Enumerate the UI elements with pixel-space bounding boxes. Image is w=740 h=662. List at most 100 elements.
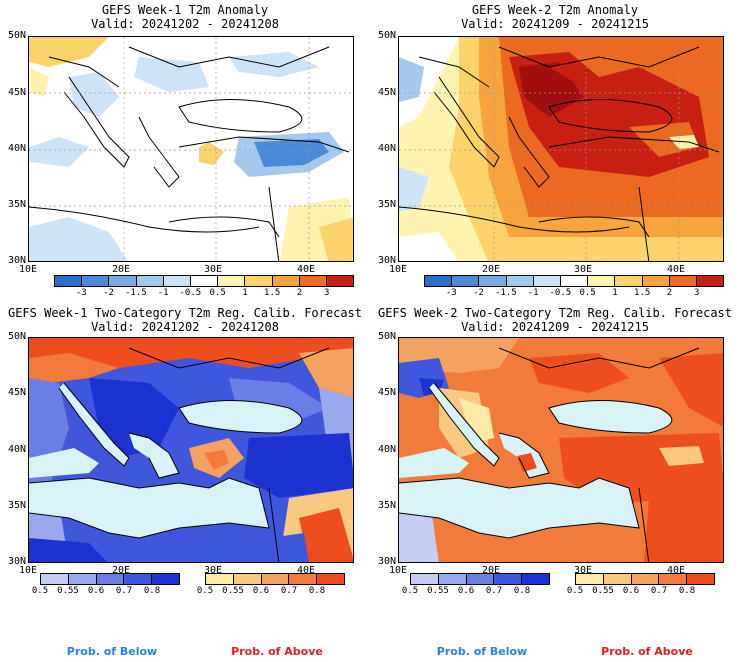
- colorbar-tick-label: 1: [242, 288, 248, 298]
- panel-week2-probability: GEFS Week-2 Two-Category T2m Reg. Calib.…: [370, 300, 740, 600]
- colorbar-tick-label: 0.55: [57, 586, 79, 596]
- colorbar-tick-label: 0.7: [280, 586, 298, 596]
- anomaly-colorbar-swatch: [163, 276, 191, 286]
- anomaly-colorbar-swatch: [696, 276, 724, 286]
- below-colorbar-swatch: [411, 574, 439, 584]
- colorbar-tick-label: 0.6: [252, 586, 270, 596]
- map-week2-probability: [398, 337, 724, 563]
- anomaly-colorbar-swatch: [452, 276, 480, 286]
- colorbar-tick-label: 0.7: [650, 586, 668, 596]
- lon-label-10e: 10E: [18, 565, 38, 576]
- anomaly-colorbar-swatch: [615, 276, 643, 286]
- anomaly-colorbar-swatch: [326, 276, 354, 286]
- caption-prob-below: Prob. of Below: [66, 645, 158, 658]
- lat-label-30n: 30N: [377, 255, 396, 266]
- lon-label-30e: 30E: [573, 264, 593, 275]
- lon-label-20e: 20E: [111, 264, 131, 275]
- above-colorbar-labels: 0.5 0.55 0.6 0.7 0.8: [197, 586, 345, 598]
- panel-title: GEFS Week-2 Two-Category T2m Reg. Calib.…: [377, 306, 732, 320]
- colorbar-tick-label: 0.8: [308, 586, 326, 596]
- colorbar-tick-label: 0.55: [222, 586, 244, 596]
- anomaly-colorbar-swatch: [560, 276, 589, 286]
- below-colorbar-swatch: [494, 574, 523, 584]
- colorbar-tick-label: 2: [666, 288, 673, 298]
- colorbar-tick-label: 0.7: [115, 586, 133, 596]
- anomaly-colorbar-swatch: [82, 276, 110, 286]
- lat-label-45n: 45N: [377, 387, 396, 398]
- colorbar-tick-label: -2: [103, 288, 114, 298]
- colorbar-tick-label: 3: [324, 288, 330, 298]
- colorbar-tick-label: 0.6: [457, 586, 475, 596]
- anomaly-colorbar-swatch: [669, 276, 697, 286]
- anomaly-colorbar-swatch: [425, 276, 453, 286]
- above-colorbar-swatch: [317, 574, 344, 584]
- colorbar-tick-label: 0.5: [196, 586, 214, 596]
- panel-valid-dates: Valid: 20241202 - 20241208: [91, 17, 279, 31]
- colorbar-tick-label: 0.5: [209, 288, 226, 298]
- colorbar-tick-label: 1.5: [264, 288, 281, 298]
- map-week1-anomaly: [28, 36, 354, 262]
- lat-label-50n: 50N: [377, 331, 396, 342]
- colorbar-tick-label: 0.6: [622, 586, 640, 596]
- colorbar-tick-label: 2: [296, 288, 303, 298]
- colorbar-tick-label: 0.8: [678, 586, 696, 596]
- anomaly-colorbar-swatch: [272, 276, 300, 286]
- panel-week1-anomaly: GEFS Week-1 T2m Anomaly Valid: 20241202 …: [0, 0, 370, 300]
- below-colorbar-swatch: [96, 574, 125, 584]
- lon-label-10e: 10E: [388, 264, 408, 275]
- colorbar-tick-label: 0.6: [87, 586, 105, 596]
- lat-label-35n: 35N: [377, 500, 396, 511]
- panel-week1-probability: GEFS Week-1 Two-Category T2m Reg. Calib.…: [0, 300, 370, 600]
- colorbar-tick-label: -1.5: [124, 288, 147, 298]
- above-colorbar: [575, 573, 715, 585]
- colorbar-tick-label: -1: [157, 288, 169, 298]
- lat-label-45n: 45N: [7, 387, 26, 398]
- above-colorbar-swatch: [576, 574, 604, 584]
- lat-label-40n: 40N: [7, 143, 26, 154]
- panel-week2-anomaly: GEFS Week-2 T2m Anomaly Valid: 20241209 …: [370, 0, 740, 300]
- lat-label-30n: 30N: [7, 255, 26, 266]
- colorbar-tick-label: -3: [445, 288, 457, 298]
- colorbar-tick-label: -0.5: [549, 288, 572, 298]
- lat-label-45n: 45N: [377, 87, 396, 98]
- above-colorbar-swatch: [659, 574, 688, 584]
- above-colorbar-swatch: [261, 574, 290, 584]
- panel-title: GEFS Week-1 T2m Anomaly: [101, 3, 269, 17]
- above-colorbar-labels: 0.5 0.55 0.6 0.7 0.8: [567, 586, 715, 598]
- lat-label-35n: 35N: [7, 199, 26, 210]
- lon-label-10e: 10E: [18, 264, 38, 275]
- above-colorbar: [205, 573, 345, 585]
- caption-prob-above: Prob. of Above: [601, 645, 693, 658]
- colorbar-tick-label: 0.8: [143, 586, 161, 596]
- lon-label-30e: 30E: [203, 264, 223, 275]
- lon-label-20e: 20E: [481, 264, 501, 275]
- colorbar-tick-label: 0.55: [427, 586, 449, 596]
- anomaly-colorbar-swatch: [109, 276, 137, 286]
- below-colorbar-swatch: [41, 574, 69, 584]
- colorbar-tick-label: 0.7: [485, 586, 503, 596]
- lon-label-20e: 20E: [481, 565, 501, 576]
- anomaly-colorbar-swatch: [642, 276, 670, 286]
- lon-label-20e: 20E: [111, 565, 131, 576]
- below-colorbar-swatch: [152, 574, 179, 584]
- lat-label-50n: 50N: [377, 30, 396, 41]
- map-week1-probability: [28, 337, 354, 563]
- anomaly-colorbar-swatch: [245, 276, 273, 286]
- above-colorbar-swatch: [603, 574, 632, 584]
- lon-label-40e: 40E: [666, 565, 686, 576]
- panel-valid-dates: Valid: 20241202 - 20241208: [91, 320, 279, 334]
- colorbar-tick-label: -3: [75, 288, 87, 298]
- below-colorbar: [40, 573, 180, 585]
- lat-label-40n: 40N: [7, 444, 26, 455]
- anomaly-colorbar: [424, 275, 724, 287]
- lat-label-50n: 50N: [7, 331, 26, 342]
- anomaly-colorbar-labels: -3 -2 -1.5 -1 -0.5 0.5 1 1.5 2 3: [424, 288, 724, 300]
- anomaly-colorbar-swatch: [299, 276, 327, 286]
- lon-label-30e: 30E: [203, 565, 223, 576]
- below-colorbar-swatch: [124, 574, 153, 584]
- below-colorbar-labels: 0.5 0.55 0.6 0.7 0.8: [402, 586, 550, 598]
- anomaly-colorbar-swatch: [190, 276, 219, 286]
- colorbar-tick-label: -1: [527, 288, 539, 298]
- colorbar-tick-label: 1.5: [634, 288, 651, 298]
- panel-title: GEFS Week-1 Two-Category T2m Reg. Calib.…: [7, 306, 362, 320]
